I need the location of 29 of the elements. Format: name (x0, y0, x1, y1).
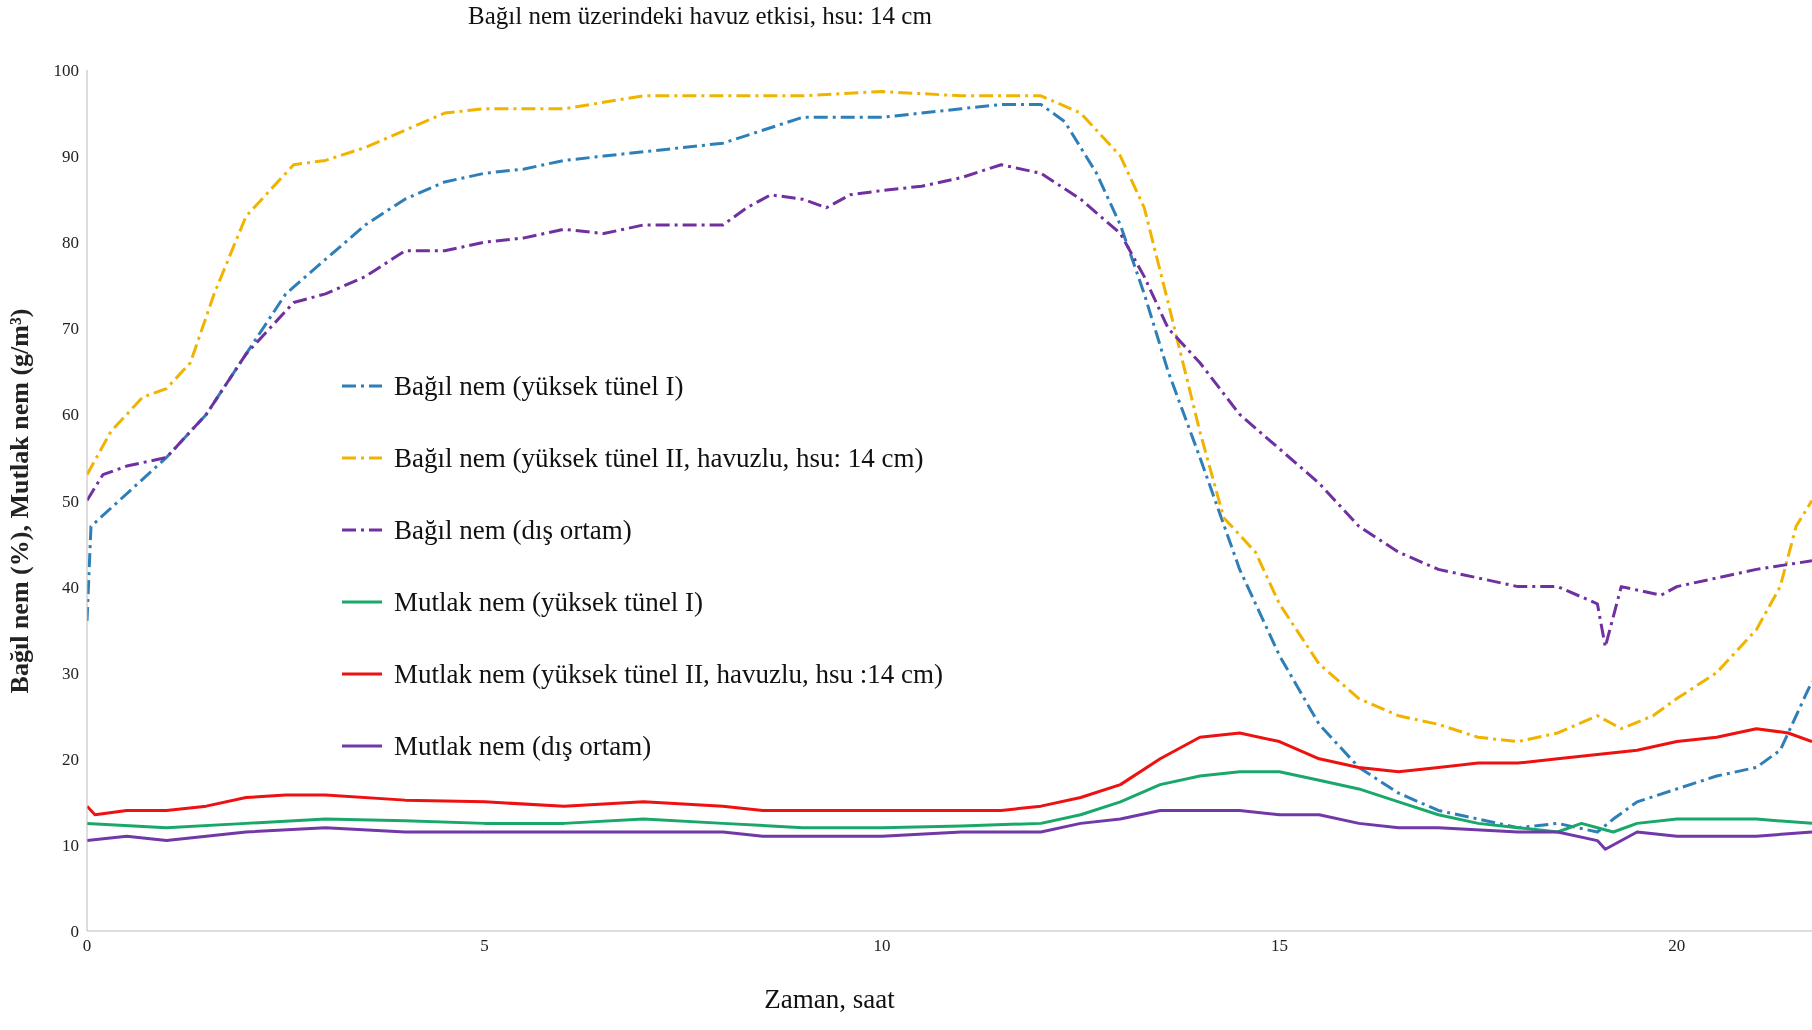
y-tick-label: 10 (62, 835, 79, 855)
y-tick-label: 100 (53, 61, 79, 81)
legend-label: Bağıl nem (yüksek tünel II, havuzlu, hsu: 14 cm) (394, 442, 924, 474)
y-tick-label: 70 (62, 319, 79, 339)
y-tick-label: 50 (62, 491, 79, 511)
line-series (87, 808, 1812, 851)
x-tick-label: 10 (873, 936, 891, 956)
y-tick-label: 0 (70, 922, 79, 942)
x-tick-label: 15 (1270, 936, 1288, 956)
y-tick-label: 20 (62, 749, 79, 769)
y-tick-label: 40 (62, 577, 79, 597)
legend-label: Bağıl nem (yüksek tünel I) (394, 370, 684, 402)
y-tick-label: 30 (62, 663, 79, 683)
line-series (87, 163, 1812, 649)
legend-label: Mutlak nem (yüksek tünel I) (394, 586, 703, 618)
legend-label: Bağıl nem (dış ortam) (394, 514, 632, 546)
y-tick-label: 60 (62, 405, 79, 425)
legend-label: Mutlak nem (yüksek tünel II, havuzlu, hsu :14 cm) (394, 658, 943, 690)
x-axis-title: Zaman, saat (764, 984, 896, 1014)
line-series (87, 727, 1812, 817)
line-series (87, 770, 1812, 834)
y-tick-label: 80 (62, 233, 79, 253)
chart-title: Bağıl nem üzerindeki havuz etkisi, hsu: 14 cm (467, 2, 933, 30)
y-tick-label: 90 (62, 147, 79, 167)
x-tick-label: 20 (1668, 936, 1686, 956)
y-axis-title: Bağıl nem (%), Mutlak nem (g/m³) (5, 308, 35, 694)
legend-label: Mutlak nem (dış ortam) (394, 730, 652, 762)
x-tick-label: 5 (480, 936, 489, 956)
x-tick-label: 0 (82, 936, 92, 956)
